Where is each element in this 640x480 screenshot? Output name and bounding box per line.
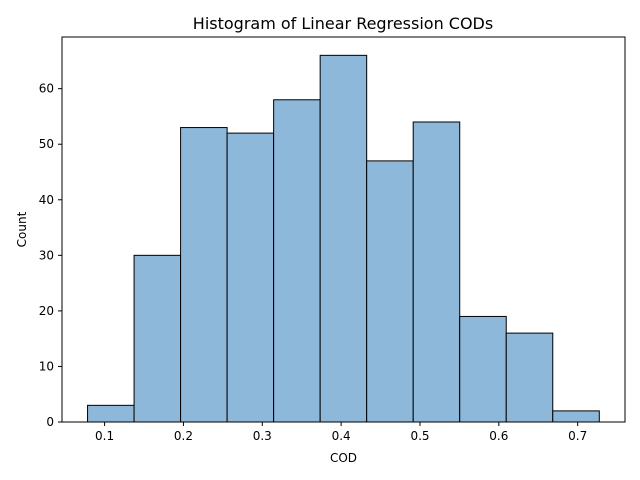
y-axis-label: Count — [15, 211, 29, 247]
axes-frame — [61, 36, 626, 423]
x-tick-label: 0.4 — [332, 429, 351, 443]
histogram-bar — [87, 404, 135, 423]
x-tick-label: 0.2 — [174, 429, 193, 443]
histogram-bar — [459, 315, 507, 423]
y-tick-label: 10 — [39, 359, 54, 373]
y-tick-label: 60 — [39, 82, 54, 96]
x-axis-label: COD — [330, 451, 357, 465]
y-tick-label: 0 — [46, 415, 54, 429]
histogram-bar — [412, 121, 461, 423]
y-tick-label: 50 — [39, 137, 54, 151]
x-tick-label: 0.3 — [253, 429, 272, 443]
histogram-bar — [226, 132, 275, 423]
x-tick-label: 0.5 — [410, 429, 429, 443]
x-tick-label: 0.6 — [489, 429, 508, 443]
histogram-bar — [552, 410, 600, 423]
chart-title: Histogram of Linear Regression CODs — [193, 14, 493, 33]
histogram-bar — [366, 160, 414, 423]
histogram-bar — [505, 332, 554, 423]
ticks-layer: 0.1 0.2 0.3 0.4 0.5 0.6 0.7 0 10 20 30 40 50 60 — [39, 82, 588, 443]
histogram-bar — [319, 54, 368, 423]
y-tick-label: 30 — [39, 248, 54, 262]
histogram-bar — [180, 127, 228, 423]
x-tick-label: 0.1 — [95, 429, 114, 443]
histogram-bar — [273, 99, 321, 423]
y-tick-label: 40 — [39, 193, 54, 207]
histogram-bar — [133, 254, 182, 423]
x-tick-label: 0.7 — [568, 429, 587, 443]
y-tick-label: 20 — [39, 304, 54, 318]
bars-layer — [87, 54, 600, 423]
